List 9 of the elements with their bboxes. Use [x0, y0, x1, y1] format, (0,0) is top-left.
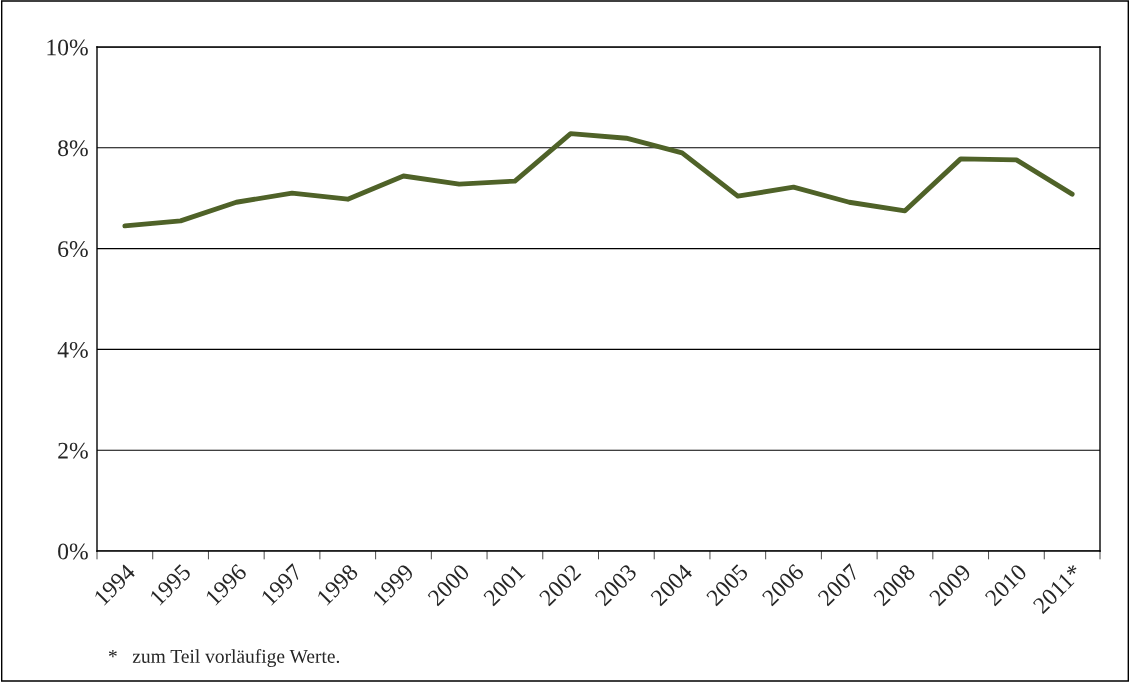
y-tick-label: 10% — [47, 39, 88, 56]
text: * zum Teil vorläufige Werte. — [108, 649, 340, 667]
x-tick-label: 2001 — [482, 563, 526, 607]
y-tick-label: 8% — [58, 140, 88, 157]
y-tick-label: 0% — [58, 543, 88, 560]
y-tick-label: 6% — [58, 241, 88, 258]
y-tick-label: 2% — [58, 442, 88, 459]
line-series — [122, 131, 1075, 229]
y-tick-label: 4% — [57, 341, 88, 358]
